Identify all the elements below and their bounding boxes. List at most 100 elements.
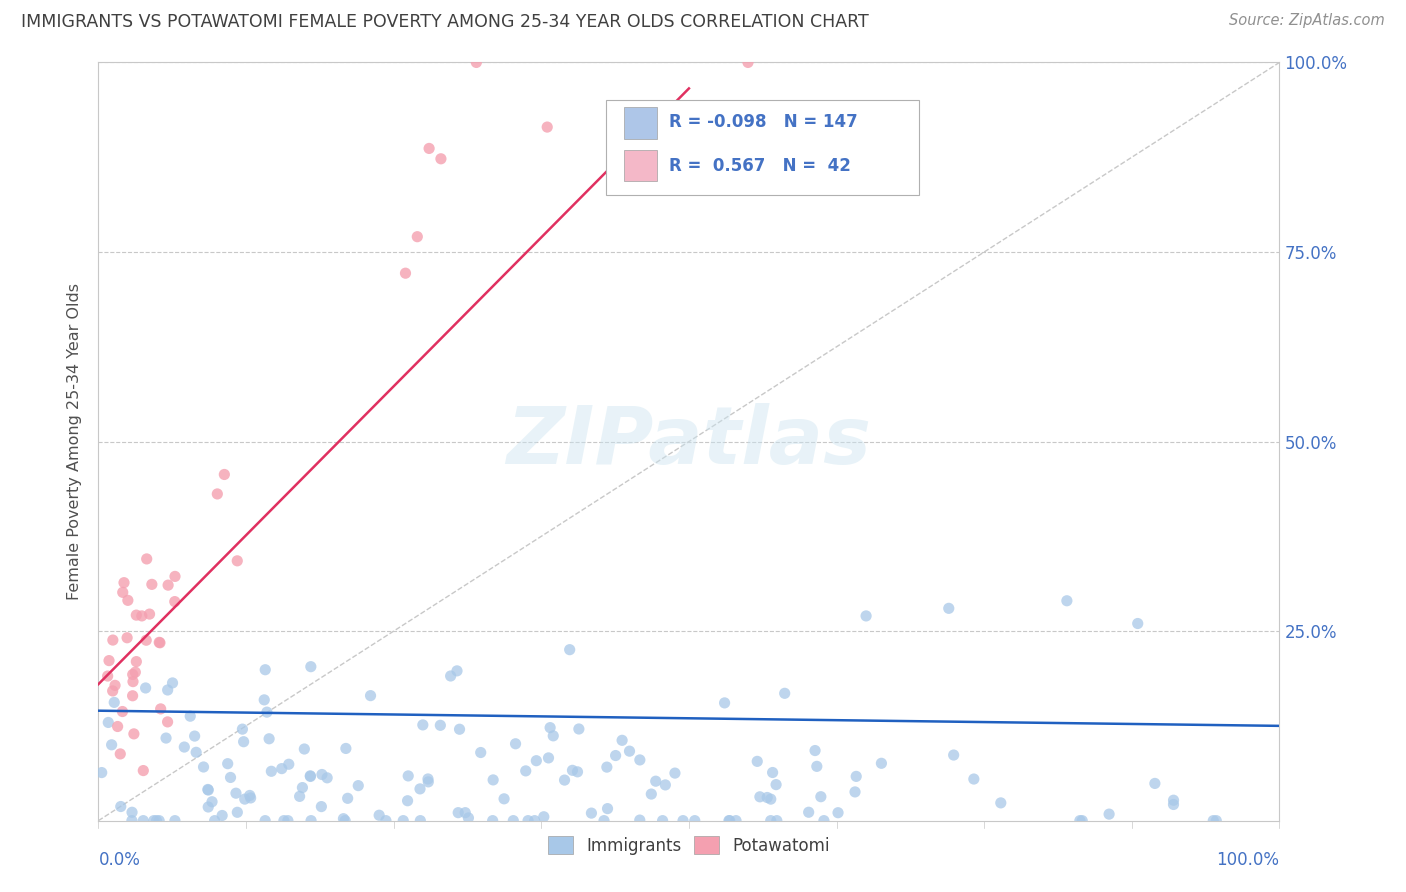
Point <box>197 800 219 814</box>
Point <box>115 631 138 645</box>
Point <box>804 743 827 757</box>
Point <box>183 729 205 743</box>
Point <box>299 769 322 783</box>
Text: R =  0.567   N =  42: R = 0.567 N = 42 <box>669 157 851 175</box>
Point <box>226 805 249 820</box>
Point <box>454 805 477 820</box>
Point <box>533 810 555 824</box>
Point <box>748 789 770 804</box>
Point <box>145 814 167 828</box>
Point <box>1163 797 1185 812</box>
Point <box>149 636 172 650</box>
Point <box>938 601 960 615</box>
Point <box>163 814 186 828</box>
Point <box>515 764 537 778</box>
Point <box>596 802 619 816</box>
Point <box>149 702 172 716</box>
Point <box>1202 814 1225 828</box>
Point <box>481 814 503 828</box>
Point <box>335 741 357 756</box>
Point <box>394 266 416 280</box>
Point <box>311 767 333 781</box>
Point <box>759 792 782 806</box>
Point <box>418 775 440 789</box>
Point <box>1071 814 1094 828</box>
Point <box>162 676 184 690</box>
Point <box>225 786 247 800</box>
Point <box>291 780 314 795</box>
Point <box>292 742 315 756</box>
Point <box>640 787 662 801</box>
Point <box>163 594 186 608</box>
Point <box>990 796 1012 810</box>
Point <box>256 705 278 719</box>
Point <box>125 608 148 623</box>
Point <box>593 814 616 828</box>
Point <box>111 585 134 599</box>
Point <box>125 655 148 669</box>
Point <box>412 718 434 732</box>
Text: 0.0%: 0.0% <box>98 851 141 869</box>
Bar <box>624 107 657 139</box>
Point <box>253 693 276 707</box>
Point <box>517 814 540 828</box>
Point <box>311 799 333 814</box>
Point <box>418 141 440 155</box>
Point <box>766 814 789 828</box>
Point <box>156 683 179 698</box>
Point <box>756 790 779 805</box>
Point <box>392 814 415 828</box>
Point <box>628 813 651 827</box>
Point <box>773 686 796 700</box>
Text: IMMIGRANTS VS POTAWATOMI FEMALE POVERTY AMONG 25-34 YEAR OLDS CORRELATION CHART: IMMIGRANTS VS POTAWATOMI FEMALE POVERTY … <box>21 13 869 31</box>
Point <box>239 789 262 803</box>
Point <box>333 814 356 828</box>
Point <box>97 669 120 683</box>
Point <box>628 753 651 767</box>
Point <box>233 792 256 806</box>
Text: ZIPatlas: ZIPatlas <box>506 402 872 481</box>
Point <box>193 760 215 774</box>
Point <box>155 731 177 745</box>
Point <box>226 554 249 568</box>
Point <box>430 152 453 166</box>
Point <box>197 783 219 797</box>
Point <box>336 791 359 805</box>
Point <box>148 814 170 828</box>
Point <box>409 814 432 828</box>
Point <box>98 654 121 668</box>
Point <box>121 689 143 703</box>
Point <box>1126 616 1149 631</box>
Point <box>163 569 186 583</box>
Text: R = -0.098   N = 147: R = -0.098 N = 147 <box>669 113 858 131</box>
Point <box>374 814 396 828</box>
Point <box>148 635 170 649</box>
Point <box>211 808 233 822</box>
Point <box>122 674 145 689</box>
Point <box>610 733 633 747</box>
FancyBboxPatch shape <box>606 101 920 195</box>
Point <box>737 55 759 70</box>
Point <box>156 714 179 729</box>
Point <box>813 814 835 828</box>
Point <box>90 765 112 780</box>
Point <box>299 769 322 783</box>
Point <box>142 814 165 828</box>
Point <box>347 779 370 793</box>
Point <box>396 794 419 808</box>
Point <box>138 607 160 621</box>
Point <box>536 120 558 134</box>
Point <box>845 769 868 783</box>
Point <box>406 229 429 244</box>
Point <box>1126 867 1149 881</box>
Point <box>718 814 741 828</box>
Point <box>121 667 143 681</box>
Point <box>449 723 471 737</box>
Point <box>596 760 619 774</box>
Point <box>765 778 787 792</box>
Point <box>844 785 866 799</box>
Text: 100.0%: 100.0% <box>1216 851 1279 869</box>
Point <box>219 771 242 785</box>
Point <box>110 747 132 761</box>
Point <box>299 814 322 828</box>
